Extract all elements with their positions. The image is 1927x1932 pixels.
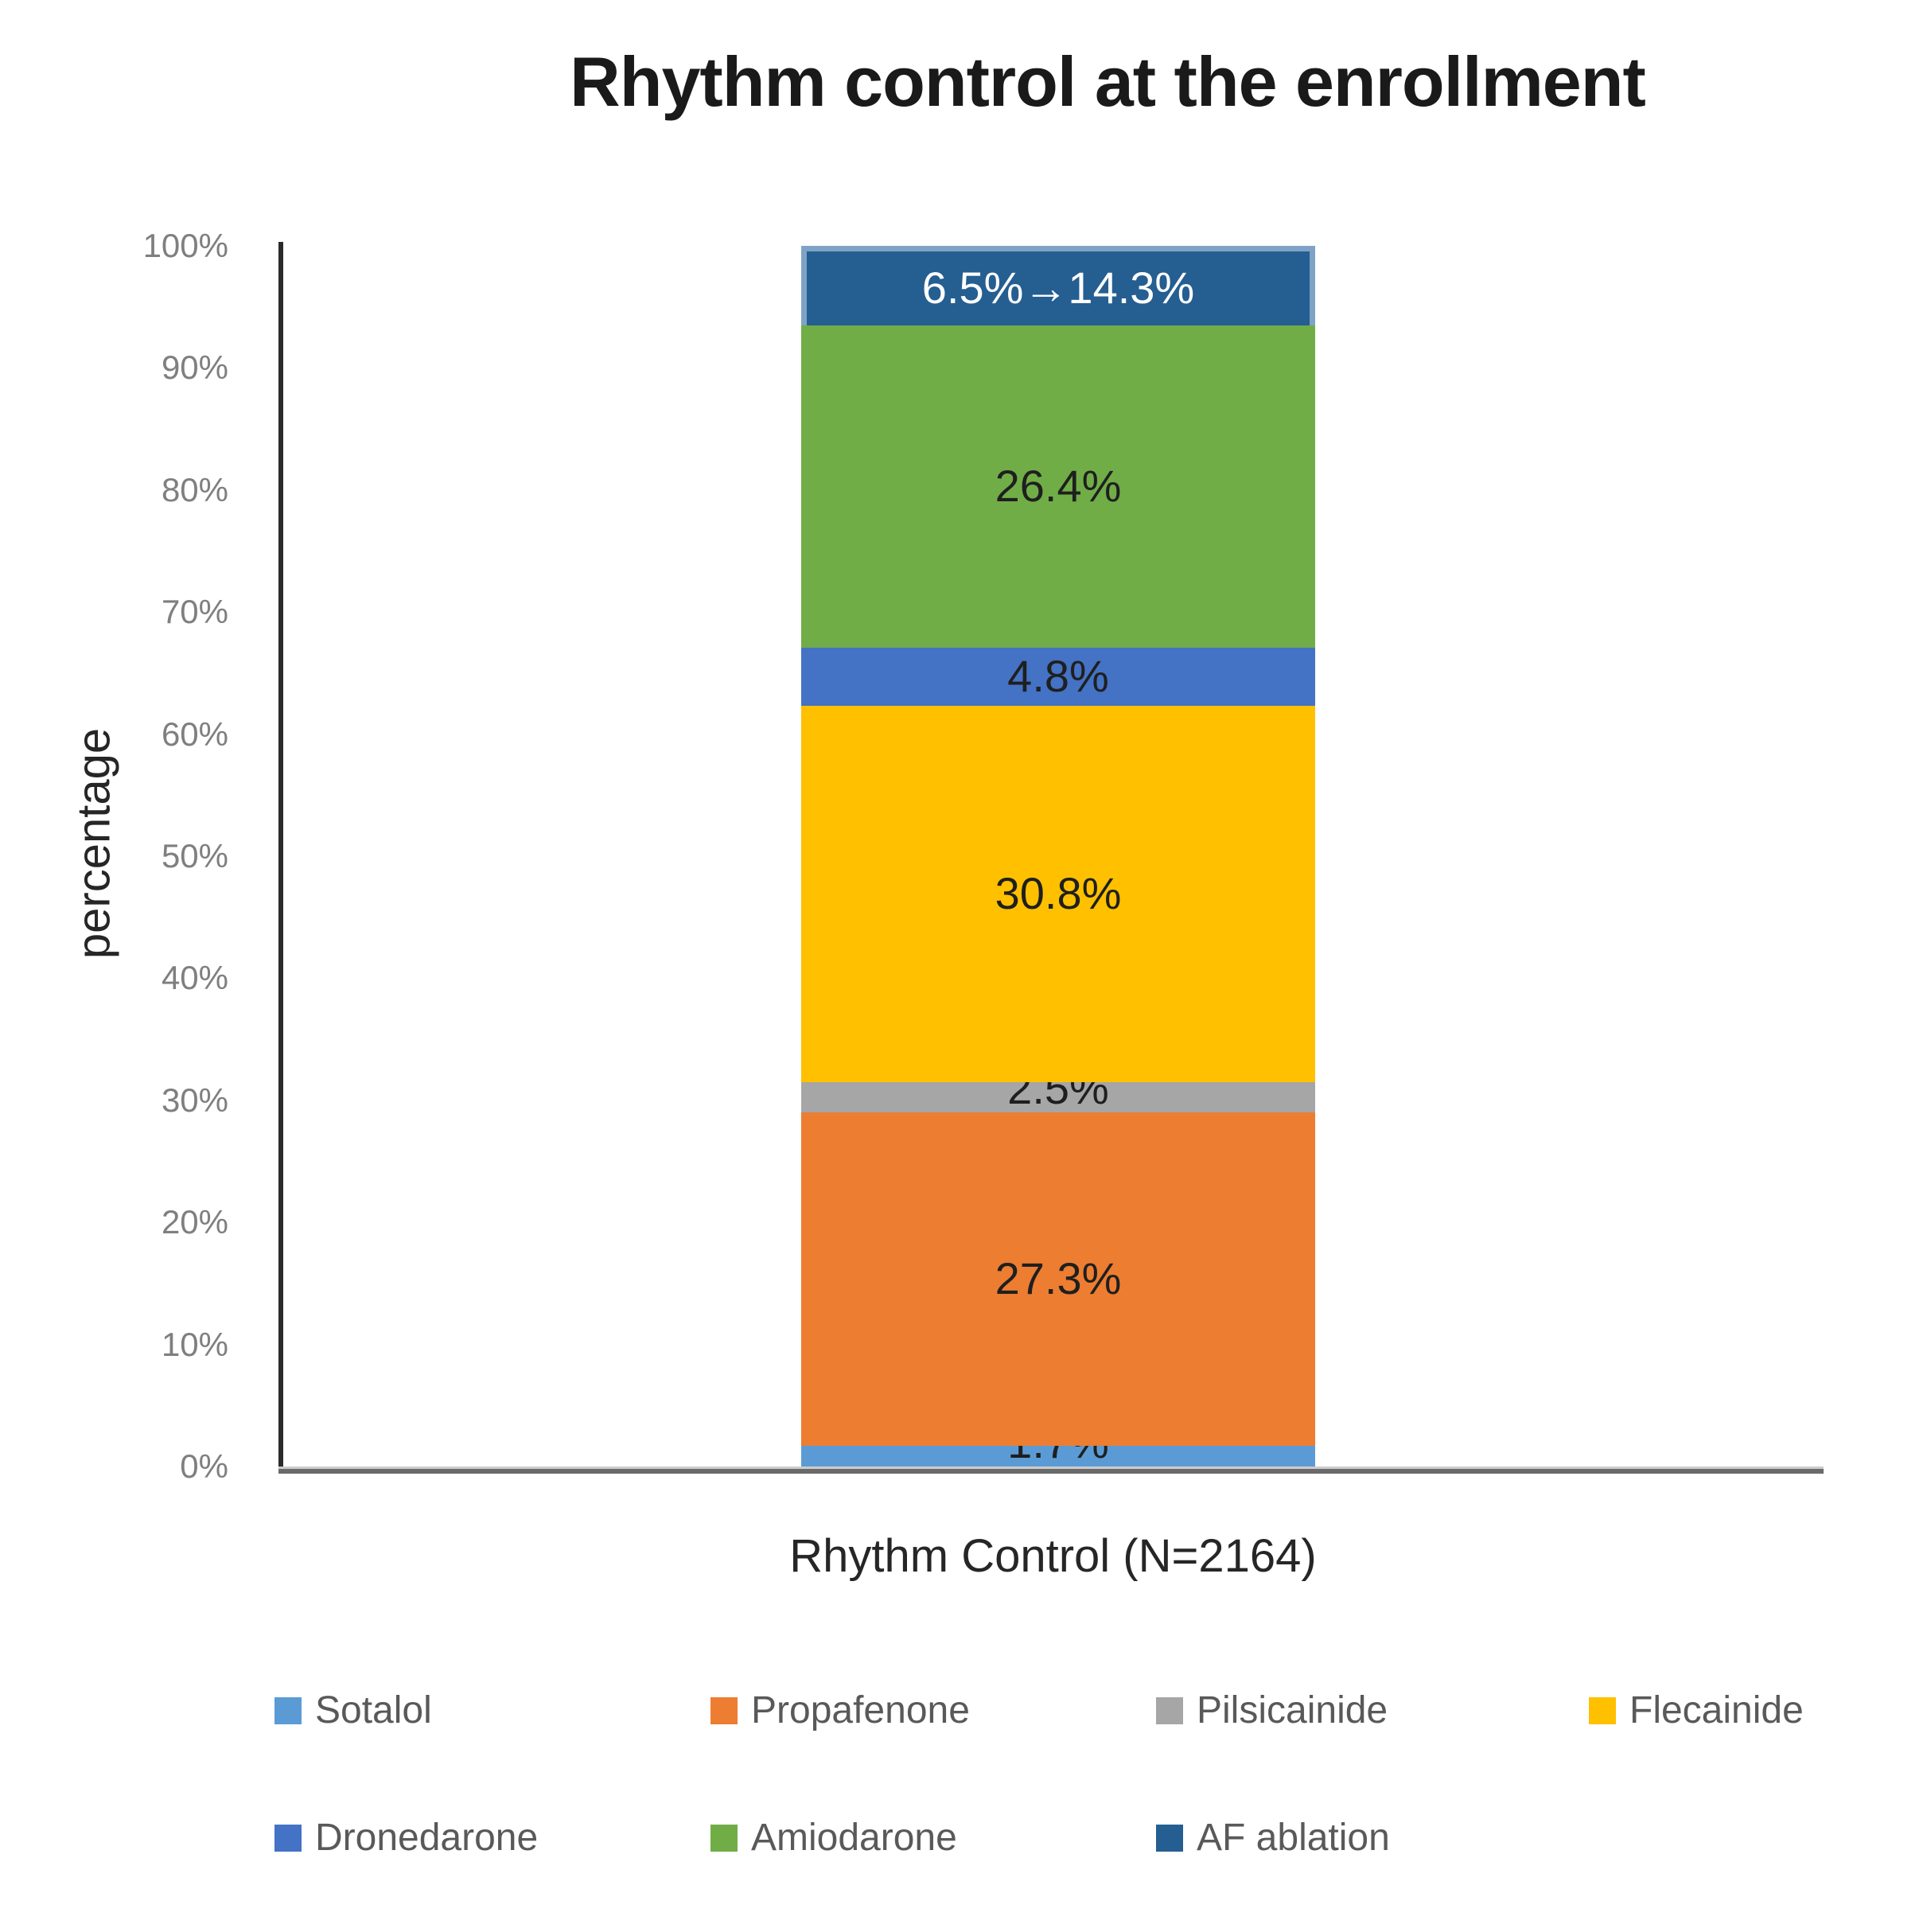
legend-swatch-dronedarone xyxy=(274,1825,302,1852)
legend-item-dronedarone: Dronedarone xyxy=(274,1819,538,1857)
y-axis-ticks: 0% 10% 20% 30% 40% 50% 60% 70% 80% 90% 100% xyxy=(0,229,228,1483)
legend-item-pilsicainide: Pilsicainide xyxy=(1156,1692,1388,1730)
y-tick-label-70: 70% xyxy=(161,593,228,631)
y-tick-label-60: 60% xyxy=(161,715,228,753)
legend-item-amiodarone: Amiodarone xyxy=(710,1819,957,1857)
legend-item-flecainide: Flecainide xyxy=(1589,1692,1804,1730)
bar-segment-value-propafenone: 27.3% xyxy=(995,1253,1122,1304)
legend-item-sotalol: Sotalol xyxy=(274,1692,432,1730)
legend-swatch-af-ablation xyxy=(1156,1825,1183,1852)
legend-label-propafenone: Propafenone xyxy=(751,1689,970,1731)
y-tick-label-30: 30% xyxy=(161,1081,228,1119)
y-tick-label-40: 40% xyxy=(161,959,228,997)
x-axis-line xyxy=(278,1467,1824,1474)
legend-item-propafenone: Propafenone xyxy=(710,1692,970,1730)
plot-area: 1.7%27.3%2.5%30.8%4.8%26.4%6.5%→14.3% xyxy=(278,242,1824,1474)
legend-item-af-ablation: AF ablation xyxy=(1156,1819,1390,1857)
legend-label-pilsicainide: Pilsicainide xyxy=(1197,1689,1388,1731)
y-tick-label-100: 100% xyxy=(142,227,228,264)
legend-label-amiodarone: Amiodarone xyxy=(751,1817,957,1859)
bar-segment-flecainide: 30.8% xyxy=(801,706,1315,1082)
bar-segment-dronedarone: 4.8% xyxy=(801,647,1315,707)
legend-label-sotalol: Sotalol xyxy=(315,1689,432,1731)
legend-label-dronedarone: Dronedarone xyxy=(315,1817,539,1859)
bar-segment-value-af-ablation: 6.5%→14.3% xyxy=(921,262,1195,313)
legend-swatch-amiodarone xyxy=(710,1825,738,1852)
y-tick-label-0: 0% xyxy=(180,1447,228,1485)
legend-label-flecainide: Flecainide xyxy=(1629,1689,1804,1731)
bar-segment-value-flecainide: 30.8% xyxy=(995,868,1122,919)
y-tick-label-90: 90% xyxy=(161,349,228,387)
bar-segment-amiodarone: 26.4% xyxy=(801,325,1315,648)
y-tick-label-10: 10% xyxy=(161,1325,228,1363)
bar-segment-value-dronedarone: 4.8% xyxy=(1007,651,1109,702)
bar-segment-value-amiodarone: 26.4% xyxy=(995,460,1122,511)
chart-title: Rhythm control at the enrollment xyxy=(570,42,1646,121)
bar-segment-propafenone: 27.3% xyxy=(801,1112,1315,1446)
legend-label-af-ablation: AF ablation xyxy=(1197,1817,1390,1859)
y-tick-label-80: 80% xyxy=(161,470,228,508)
stacked-bar: 1.7%27.3%2.5%30.8%4.8%26.4%6.5%→14.3% xyxy=(801,246,1315,1467)
y-tick-label-50: 50% xyxy=(161,837,228,874)
legend-swatch-propafenone xyxy=(710,1697,738,1724)
y-axis-line xyxy=(278,242,283,1467)
legend-swatch-flecainide xyxy=(1589,1697,1616,1724)
legend-swatch-pilsicainide xyxy=(1156,1697,1183,1724)
legend-swatch-sotalol xyxy=(274,1697,302,1724)
x-axis-title: Rhythm Control (N=2164) xyxy=(789,1530,1317,1582)
y-tick-label-20: 20% xyxy=(161,1203,228,1241)
bar-segment-af-ablation: 6.5%→14.3% xyxy=(801,246,1315,325)
